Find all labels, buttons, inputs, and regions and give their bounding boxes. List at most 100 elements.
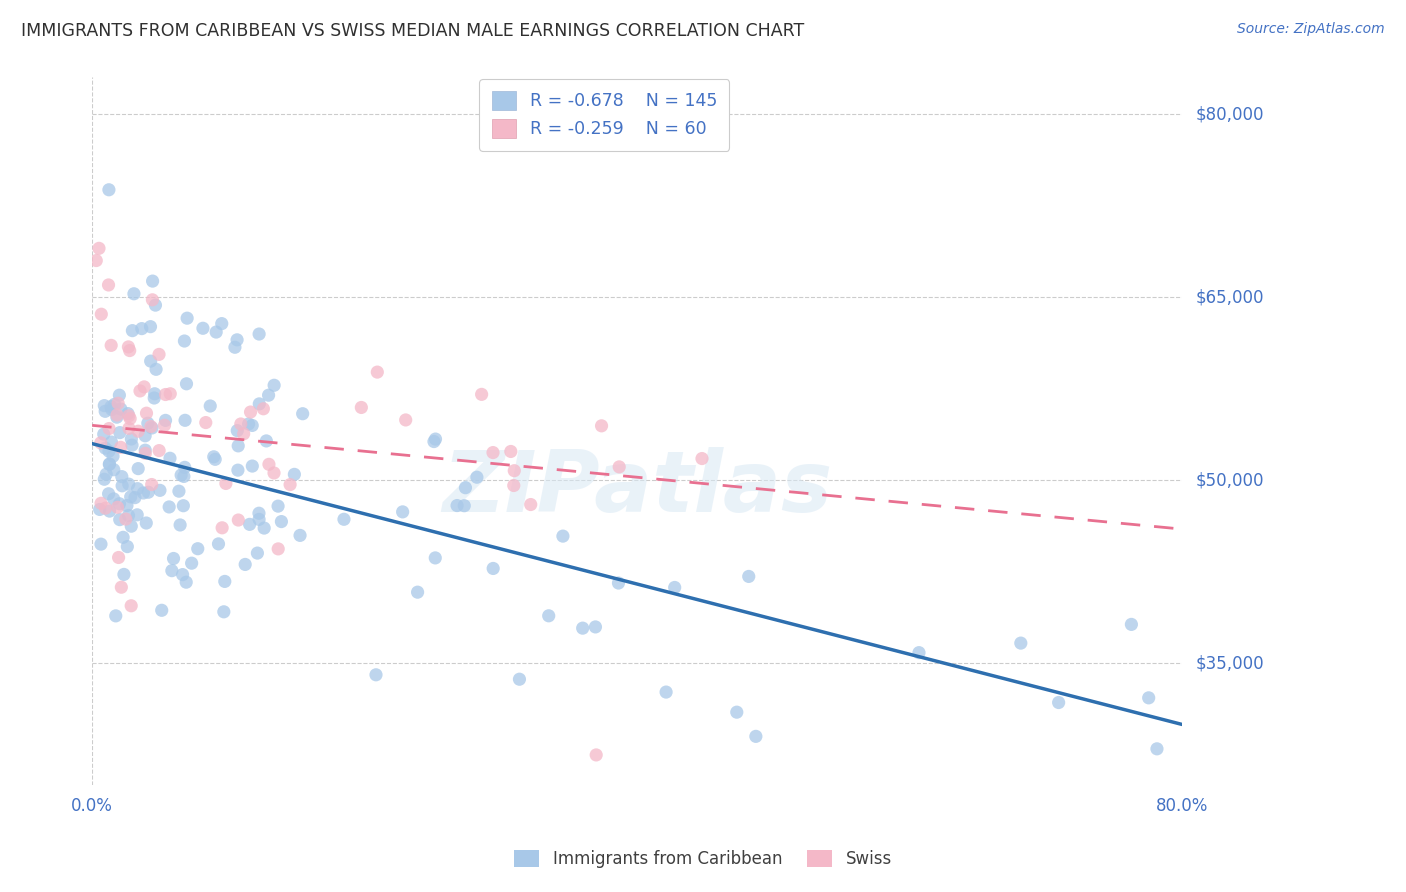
Immigrants from Caribbean xyxy=(738,569,761,583)
Swiss xyxy=(591,418,613,433)
Swiss xyxy=(90,307,112,321)
Immigrants from Caribbean xyxy=(537,608,560,623)
Text: ZIPatlas: ZIPatlas xyxy=(441,447,832,530)
Swiss xyxy=(607,459,630,474)
Immigrants from Caribbean xyxy=(98,504,121,518)
Immigrants from Caribbean xyxy=(725,705,748,719)
Immigrants from Caribbean xyxy=(115,499,138,513)
Swiss xyxy=(350,401,373,415)
Swiss xyxy=(141,293,163,307)
Swiss xyxy=(519,498,541,512)
Immigrants from Caribbean xyxy=(246,546,269,560)
Immigrants from Caribbean xyxy=(132,486,155,500)
Swiss xyxy=(134,446,156,460)
Swiss xyxy=(239,405,262,419)
Immigrants from Caribbean xyxy=(105,410,128,425)
Swiss xyxy=(229,417,252,431)
Immigrants from Caribbean xyxy=(145,362,167,376)
Swiss xyxy=(482,445,505,459)
Swiss xyxy=(134,380,156,394)
Immigrants from Caribbean xyxy=(425,432,447,446)
Immigrants from Caribbean xyxy=(121,438,143,452)
Immigrants from Caribbean xyxy=(96,467,118,482)
Immigrants from Caribbean xyxy=(127,508,149,522)
Immigrants from Caribbean xyxy=(110,402,132,417)
Immigrants from Caribbean xyxy=(108,513,131,527)
Immigrants from Caribbean xyxy=(117,407,139,421)
Text: $35,000: $35,000 xyxy=(1197,655,1264,673)
Immigrants from Caribbean xyxy=(233,558,256,572)
Immigrants from Caribbean xyxy=(214,574,236,589)
Swiss xyxy=(87,241,110,255)
Immigrants from Caribbean xyxy=(465,470,488,484)
Immigrants from Caribbean xyxy=(254,434,277,448)
Immigrants from Caribbean xyxy=(108,425,131,440)
Immigrants from Caribbean xyxy=(240,458,263,473)
Swiss xyxy=(129,384,152,398)
Immigrants from Caribbean xyxy=(174,413,197,427)
Immigrants from Caribbean xyxy=(664,581,686,595)
Immigrants from Caribbean xyxy=(112,567,135,582)
Immigrants from Caribbean xyxy=(94,404,117,418)
Immigrants from Caribbean xyxy=(174,575,197,590)
Swiss xyxy=(503,464,526,478)
Immigrants from Caribbean xyxy=(97,444,120,458)
Immigrants from Caribbean xyxy=(121,324,143,338)
Immigrants from Caribbean xyxy=(103,491,125,506)
Immigrants from Caribbean xyxy=(172,567,194,582)
Immigrants from Caribbean xyxy=(551,529,574,543)
Immigrants from Caribbean xyxy=(93,427,115,442)
Immigrants from Caribbean xyxy=(104,608,127,623)
Swiss xyxy=(90,435,112,450)
Swiss xyxy=(155,387,177,401)
Swiss xyxy=(90,496,112,510)
Immigrants from Caribbean xyxy=(257,388,280,402)
Immigrants from Caribbean xyxy=(111,479,134,493)
Immigrants from Caribbean xyxy=(159,451,181,466)
Immigrants from Caribbean xyxy=(267,499,290,513)
Immigrants from Caribbean xyxy=(571,621,593,635)
Immigrants from Caribbean xyxy=(1121,617,1143,632)
Immigrants from Caribbean xyxy=(391,505,413,519)
Immigrants from Caribbean xyxy=(333,512,356,526)
Swiss xyxy=(107,550,129,565)
Immigrants from Caribbean xyxy=(239,517,262,532)
Immigrants from Caribbean xyxy=(169,518,191,533)
Immigrants from Caribbean xyxy=(423,434,446,449)
Immigrants from Caribbean xyxy=(585,620,607,634)
Swiss xyxy=(257,458,280,472)
Immigrants from Caribbean xyxy=(425,550,447,565)
Immigrants from Caribbean xyxy=(97,183,120,197)
Text: IMMIGRANTS FROM CARIBBEAN VS SWISS MEDIAN MALE EARNINGS CORRELATION CHART: IMMIGRANTS FROM CARIBBEAN VS SWISS MEDIA… xyxy=(21,22,804,40)
Immigrants from Caribbean xyxy=(139,354,162,368)
Immigrants from Caribbean xyxy=(270,515,292,529)
Swiss xyxy=(94,501,117,516)
Text: $65,000: $65,000 xyxy=(1197,288,1264,306)
Immigrants from Caribbean xyxy=(176,311,198,326)
Text: $50,000: $50,000 xyxy=(1197,471,1264,490)
Immigrants from Caribbean xyxy=(118,477,141,491)
Immigrants from Caribbean xyxy=(120,490,142,504)
Swiss xyxy=(366,365,388,379)
Swiss xyxy=(278,477,301,491)
Immigrants from Caribbean xyxy=(97,487,120,501)
Immigrants from Caribbean xyxy=(238,417,260,431)
Immigrants from Caribbean xyxy=(94,441,117,455)
Swiss xyxy=(105,408,128,422)
Immigrants from Caribbean xyxy=(136,416,159,430)
Swiss xyxy=(97,277,120,292)
Immigrants from Caribbean xyxy=(93,399,115,413)
Swiss xyxy=(84,253,107,268)
Immigrants from Caribbean xyxy=(103,463,125,477)
Immigrants from Caribbean xyxy=(136,485,159,500)
Immigrants from Caribbean xyxy=(226,439,249,453)
Swiss xyxy=(107,396,129,410)
Immigrants from Caribbean xyxy=(200,399,222,413)
Immigrants from Caribbean xyxy=(655,685,678,699)
Immigrants from Caribbean xyxy=(120,519,142,533)
Immigrants from Caribbean xyxy=(247,397,270,411)
Swiss xyxy=(502,478,524,492)
Immigrants from Caribbean xyxy=(176,376,198,391)
Immigrants from Caribbean xyxy=(134,443,156,458)
Immigrants from Caribbean xyxy=(291,407,314,421)
